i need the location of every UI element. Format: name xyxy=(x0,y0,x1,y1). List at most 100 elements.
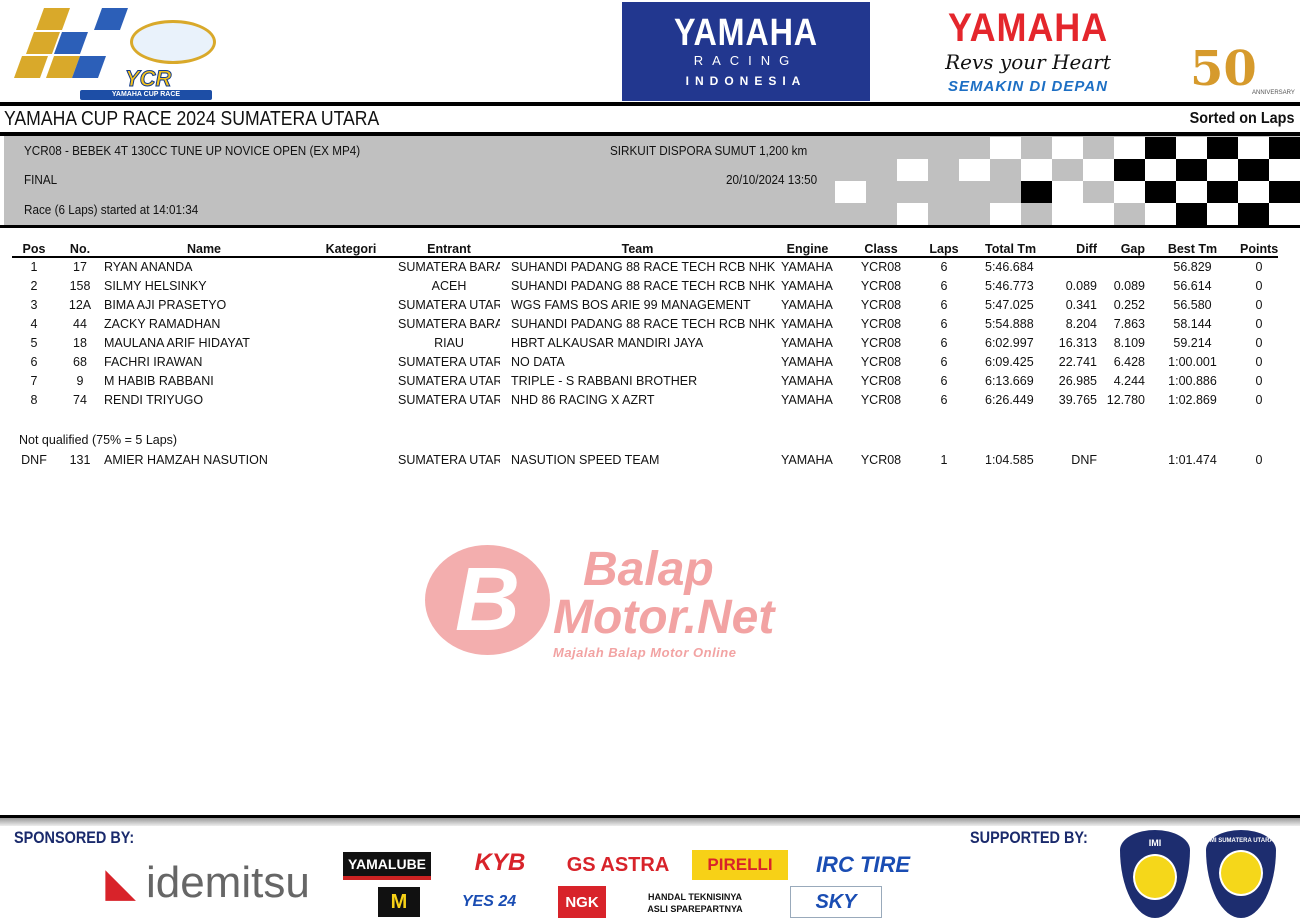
checkered-flag-graphic xyxy=(835,136,1300,226)
balapmotor-watermark: B Balap Motor.Net Majalah Balap Motor On… xyxy=(425,545,875,665)
cell-class: YCR08 xyxy=(860,354,902,369)
cell-best-tm: 1:00.886 xyxy=(1168,373,1217,388)
cell-team: NO DATA xyxy=(511,354,565,369)
logo-text: YAMAHA xyxy=(674,12,818,54)
imi-emblem-icon xyxy=(1133,854,1177,900)
flag-square xyxy=(1083,137,1114,159)
cell-points: 0 xyxy=(1255,297,1263,312)
logo-text: RACING xyxy=(693,53,799,68)
divider xyxy=(0,102,1300,106)
not-qualified-label: Not qualified (75% = 5 Laps) xyxy=(19,433,178,447)
table-row: 2 158 SILMY HELSINKY ACEH SUHANDI PADANG 88 … xyxy=(12,276,1278,295)
flag-square xyxy=(1083,159,1114,181)
cell-engine: YAMAHA xyxy=(781,373,833,388)
table-row: 4 44 ZACKY RAMADHAN SUMATERA BARAT SUHANDI P… xyxy=(12,314,1278,333)
cell-entrant: SUMATERA UTARA xyxy=(398,392,500,407)
idemitsu-emblem-icon: ◣ xyxy=(105,861,136,905)
sponsor-gs-astra-logo: GS ASTRA xyxy=(566,853,670,876)
sort-label: Sorted on Laps xyxy=(1189,110,1294,127)
flag-square xyxy=(1238,181,1269,203)
cell-total-tm: 6:26.449 xyxy=(985,392,1034,407)
cell-pos: 6 xyxy=(30,354,38,369)
flag-square xyxy=(1207,203,1238,225)
flag-square xyxy=(1021,159,1052,181)
sponsor-name: idemitsu xyxy=(145,858,310,907)
flag-square xyxy=(990,137,1021,159)
sponsor-pirelli-logo: PIRELLI xyxy=(692,850,788,880)
race-info-band: YCR08 - BEBEK 4T 130CC TUNE UP NOVICE OP… xyxy=(4,136,1300,226)
cell-entrant: SUMATERA BARAT xyxy=(398,260,500,274)
imi-emblem-icon xyxy=(1219,850,1263,896)
cell-name: M HABIB RABBANI xyxy=(104,373,214,388)
column-header: Gap xyxy=(1097,241,1145,258)
cell-gap: 7.863 xyxy=(1113,316,1145,331)
flag-square xyxy=(1207,159,1238,181)
cell-team: NASUTION SPEED TEAM xyxy=(511,452,660,467)
column-header: Total Tm xyxy=(966,241,1040,258)
flag-square xyxy=(1238,203,1269,225)
cell-laps: 6 xyxy=(940,260,948,274)
cell-team: SUHANDI PADANG 88 RACE TECH RCB NHK F xyxy=(511,260,775,274)
supporter-name: IMI xyxy=(1148,838,1162,848)
column-header: Team xyxy=(500,241,775,258)
flag-square xyxy=(1021,181,1052,203)
cell-engine: YAMAHA xyxy=(781,316,833,331)
cell-best-tm: 1:01.474 xyxy=(1168,452,1217,467)
sponsor-yamalube-logo: YAMALUBE xyxy=(343,852,431,880)
flag-square xyxy=(835,181,866,203)
cell-total-tm: 5:54.888 xyxy=(985,316,1034,331)
cell-class: YCR08 xyxy=(860,373,902,388)
watermark-emblem: B xyxy=(425,545,550,655)
logo-text: INDONESIA xyxy=(685,74,807,88)
cell-gap: 4.244 xyxy=(1113,373,1145,388)
flag-square xyxy=(1114,159,1145,181)
ycr-logo: YCR YAMAHA CUP RACE xyxy=(10,2,216,100)
flag-square xyxy=(1176,159,1207,181)
cell-name: RENDI TRIYUGO xyxy=(104,392,204,407)
cell-engine: YAMAHA xyxy=(781,297,833,312)
cell-diff: 8.204 xyxy=(1065,316,1097,331)
cell-team: NHD 86 RACING X AZRT xyxy=(511,392,655,407)
cell-gap: 0.252 xyxy=(1113,297,1145,312)
flag-square xyxy=(1238,137,1269,159)
cell-engine: YAMAHA xyxy=(781,278,833,293)
supporter-name: IMI SUMATERA UTARA xyxy=(1208,838,1274,844)
cell-laps: 1 xyxy=(940,452,948,467)
cell-engine: YAMAHA xyxy=(781,392,833,407)
cell-diff: 16.313 xyxy=(1058,335,1097,350)
cell-pos: 1 xyxy=(30,260,38,274)
watermark-text: Motor.Net xyxy=(553,591,775,644)
watermark-tagline: Majalah Balap Motor Online xyxy=(553,645,737,660)
cell-diff: DNF xyxy=(1071,452,1097,467)
table-row: 7 9 M HABIB RABBANI SUMATERA UTARA TRIPLE - … xyxy=(12,371,1278,390)
column-header: No. xyxy=(56,241,104,258)
cell-kategori xyxy=(304,371,398,390)
cell-entrant: RIAU xyxy=(434,335,464,350)
yamaha-logo: YAMAHA Revs your Heart SEMAKIN DI DEPAN xyxy=(888,6,1168,101)
cell-name: BIMA AJI PRASETYO xyxy=(104,297,227,312)
cell-class: YCR08 xyxy=(860,278,902,293)
table-row: 1 17 RYAN ANANDA SUMATERA BARAT SUHANDI PADA… xyxy=(12,257,1278,276)
race-session: FINAL xyxy=(24,172,58,187)
divider xyxy=(0,225,1300,228)
checker-square xyxy=(93,8,129,30)
column-header: Entrant xyxy=(398,241,500,258)
cell-class: YCR08 xyxy=(860,392,902,407)
cell-no: 18 xyxy=(73,335,87,350)
cell-no: 12A xyxy=(68,297,92,312)
column-header: Engine xyxy=(775,241,840,258)
cell-kategori xyxy=(304,390,398,409)
column-header: Pos xyxy=(12,241,56,258)
cell-pos: DNF xyxy=(21,452,47,467)
cell-entrant: SUMATERA UTARA xyxy=(398,452,500,467)
table-row: 6 68 FACHRI IRAWAN SUMATERA UTARA NO DATA YAM… xyxy=(12,352,1278,371)
flag-square xyxy=(1052,203,1083,225)
cell-total-tm: 5:46.684 xyxy=(985,260,1034,274)
ycr-logo-text: YCR xyxy=(124,66,172,92)
cell-class: YCR08 xyxy=(860,316,902,331)
column-header: Kategori xyxy=(304,241,398,258)
cell-diff: 39.765 xyxy=(1058,392,1097,407)
cell-team: TRIPLE - S RABBANI BROTHER xyxy=(511,373,698,388)
cell-total-tm: 6:13.669 xyxy=(985,373,1034,388)
flag-square xyxy=(1269,159,1300,181)
